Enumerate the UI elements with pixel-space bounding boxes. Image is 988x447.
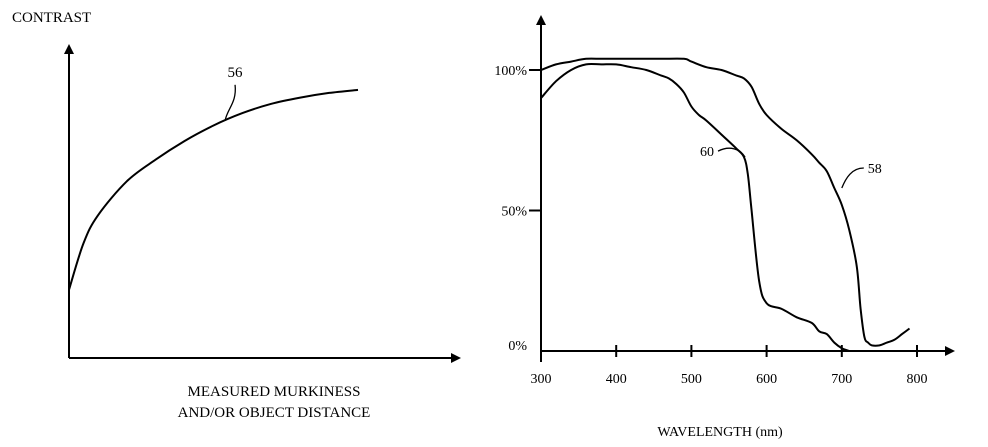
- y-tick-label-100: 100%: [494, 64, 527, 79]
- series-60-leader-line: [717, 147, 746, 158]
- series-58-line: [540, 57, 911, 347]
- x-tick-label-300: 300: [531, 372, 552, 387]
- y-axis-title: CONTRAST: [12, 10, 91, 26]
- x-tick-label-600: 600: [756, 372, 777, 387]
- y-tick-label-50: 50%: [501, 205, 527, 220]
- wavelength-chart: 300 400 500 600 700 800 0% 50% 100% WAVELENGTH …: [494, 15, 955, 440]
- x-tick-label-800: 800: [907, 372, 928, 387]
- series-56-line: [68, 88, 359, 291]
- y-ticks: 0% 50% 100%: [494, 64, 541, 354]
- series-58-leader-line: [841, 167, 864, 189]
- x-tick-label-700: 700: [831, 372, 852, 387]
- series-56-label: 56: [228, 65, 244, 81]
- series-60-line: [540, 62, 850, 352]
- contrast-chart: CONTRAST MEASURED MURKINESS AND/OR OBJEC…: [12, 10, 461, 421]
- y-tick-label-0: 0%: [508, 339, 527, 354]
- x-ticks: 300 400 500 600 700 800: [531, 345, 928, 387]
- x-axis-title-line-2: AND/OR OBJECT DISTANCE: [178, 405, 371, 421]
- series-56-leader-line: [224, 84, 236, 121]
- x-tick-label-500: 500: [681, 372, 702, 387]
- x-tick-label-400: 400: [606, 372, 627, 387]
- series-60-label: 60: [700, 145, 714, 160]
- series-58-label: 58: [868, 162, 882, 177]
- x-axis-title: WAVELENGTH (nm): [657, 425, 783, 440]
- x-axis-title-line-1: MEASURED MURKINESS: [188, 384, 361, 400]
